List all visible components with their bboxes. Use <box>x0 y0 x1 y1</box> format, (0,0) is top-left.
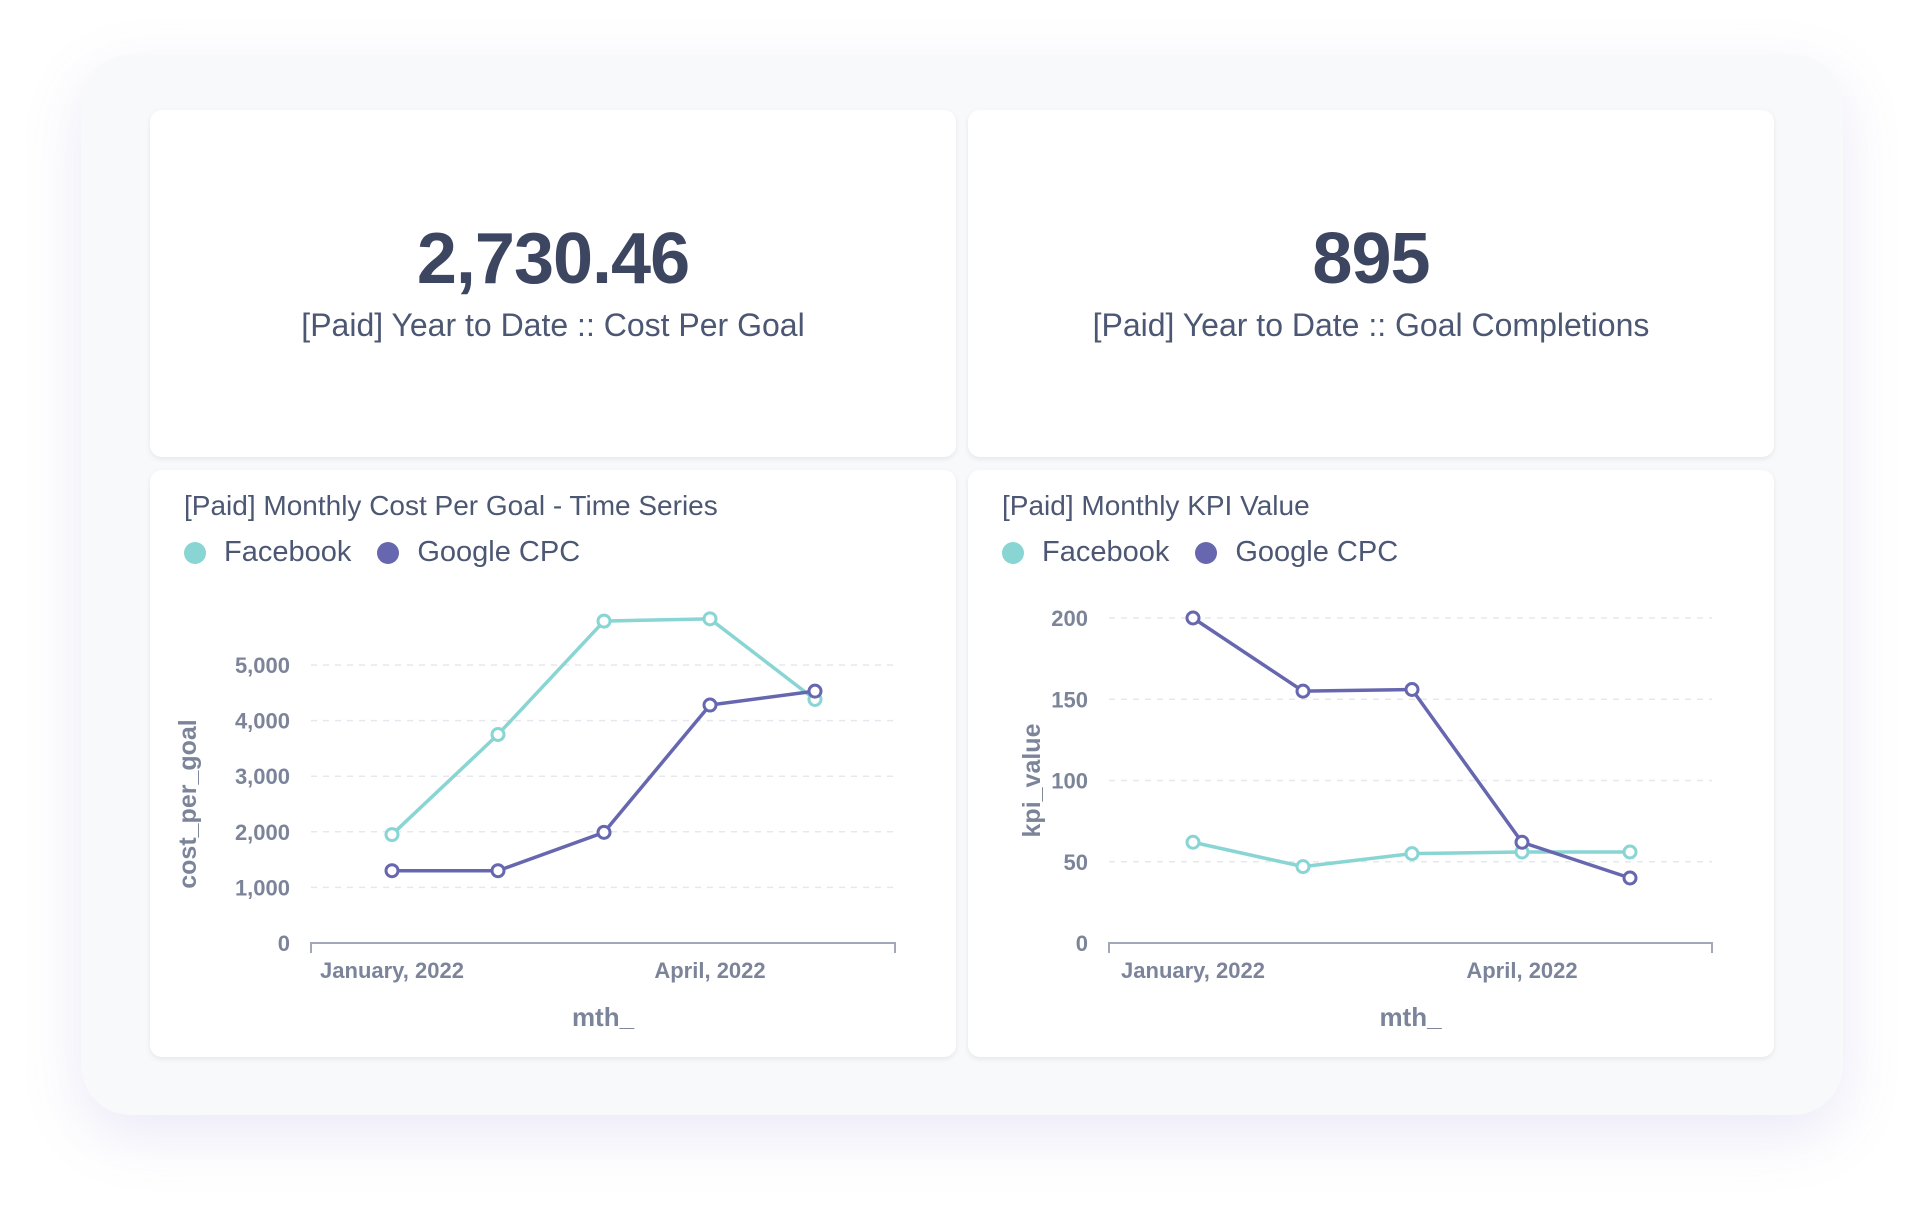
x-tick-label: April, 2022 <box>1466 958 1577 983</box>
data-point <box>1295 859 1311 875</box>
legend: Facebook Google CPC <box>184 536 606 569</box>
data-point <box>384 827 400 843</box>
y-tick-label: 0 <box>1076 931 1088 956</box>
y-tick-label: 200 <box>1051 606 1088 631</box>
data-point <box>807 683 823 699</box>
legend-label: Facebook <box>224 536 352 568</box>
legend-label: Facebook <box>1042 536 1170 568</box>
y-tick-label: 150 <box>1051 687 1088 712</box>
legend-label: Google CPC <box>417 536 581 568</box>
data-point <box>1295 683 1311 699</box>
chart-title[interactable]: [Paid] Monthly KPI Value <box>1002 490 1310 521</box>
line-chart: 0 1,000 2,000 3,000 4,000 5,000 January, 2022 A… <box>174 611 896 1032</box>
y-tick-label: 100 <box>1051 769 1088 794</box>
y-tick-label: 3,000 <box>235 764 290 789</box>
data-point <box>490 863 506 879</box>
legend-item-google[interactable]: Google CPC <box>1195 536 1398 569</box>
data-point <box>1514 834 1530 850</box>
x-tick-label: January, 2022 <box>1121 958 1265 983</box>
data-point <box>1622 844 1638 860</box>
series-line-google-cpc <box>392 689 816 873</box>
x-axis <box>310 942 896 953</box>
data-point <box>1404 846 1420 862</box>
legend: Facebook Google CPC <box>1002 536 1424 569</box>
scalar-value: 2,730.46 <box>416 219 690 299</box>
facebook-dot-icon <box>184 541 206 564</box>
scalar-label: [Paid] Year to Date :: Cost Per Goal <box>301 307 805 343</box>
x-tick-label: January, 2022 <box>320 958 464 983</box>
y-tick-label: 50 <box>1064 850 1088 875</box>
data-point <box>384 863 400 879</box>
data-point <box>702 697 718 713</box>
chart-card-kpi-value[interactable]: [Paid] Monthly KPI Value Facebook Google… <box>968 470 1774 1057</box>
y-tick-label: 5,000 <box>235 653 290 678</box>
legend-label: Google CPC <box>1235 536 1399 568</box>
scalar-value: 895 <box>1312 219 1430 299</box>
x-axis-label: mth_ <box>1379 1002 1442 1032</box>
y-tick-label: 1,000 <box>235 875 290 900</box>
legend-item-google[interactable]: Google CPC <box>377 536 580 569</box>
data-point <box>1404 682 1420 697</box>
x-tick-label: April, 2022 <box>654 958 765 983</box>
series-line-facebook <box>390 617 817 836</box>
y-tick-label: 2,000 <box>235 820 290 845</box>
data-point <box>490 727 506 742</box>
data-point <box>1185 610 1201 626</box>
y-tick-label: 0 <box>278 931 290 956</box>
google-dot-icon <box>1195 541 1218 564</box>
data-point <box>596 613 612 629</box>
scalar-card-goal-completions[interactable]: 895 [Paid] Year to Date :: Goal Completi… <box>968 110 1774 457</box>
y-tick-label: 4,000 <box>235 709 290 734</box>
series-line-google-cpc <box>1192 616 1631 880</box>
data-point <box>596 824 612 840</box>
scalar-card-cost-per-goal[interactable]: 2,730.46 [Paid] Year to Date :: Cost Per… <box>150 110 956 457</box>
line-chart: 0 50 100 150 200 January, 2022 April, 2022 mth_… <box>1018 606 1713 1032</box>
chart-card-cost-per-goal[interactable]: [Paid] Monthly Cost Per Goal - Time Seri… <box>150 470 956 1057</box>
data-point <box>1185 834 1201 850</box>
facebook-dot-icon <box>1002 541 1024 564</box>
legend-item-facebook[interactable]: Facebook <box>1002 536 1169 569</box>
x-axis-label: mth_ <box>572 1002 635 1032</box>
google-dot-icon <box>377 541 400 564</box>
legend-item-facebook[interactable]: Facebook <box>184 536 351 569</box>
data-point <box>702 611 718 627</box>
data-point <box>1622 870 1638 886</box>
scalar-label: [Paid] Year to Date :: Goal Completions <box>1092 307 1650 343</box>
y-axis-label: kpi_value <box>1018 723 1046 837</box>
x-axis <box>1108 942 1713 953</box>
y-axis-label: cost_per_goal <box>174 719 202 889</box>
chart-title[interactable]: [Paid] Monthly Cost Per Goal - Time Seri… <box>184 490 718 521</box>
